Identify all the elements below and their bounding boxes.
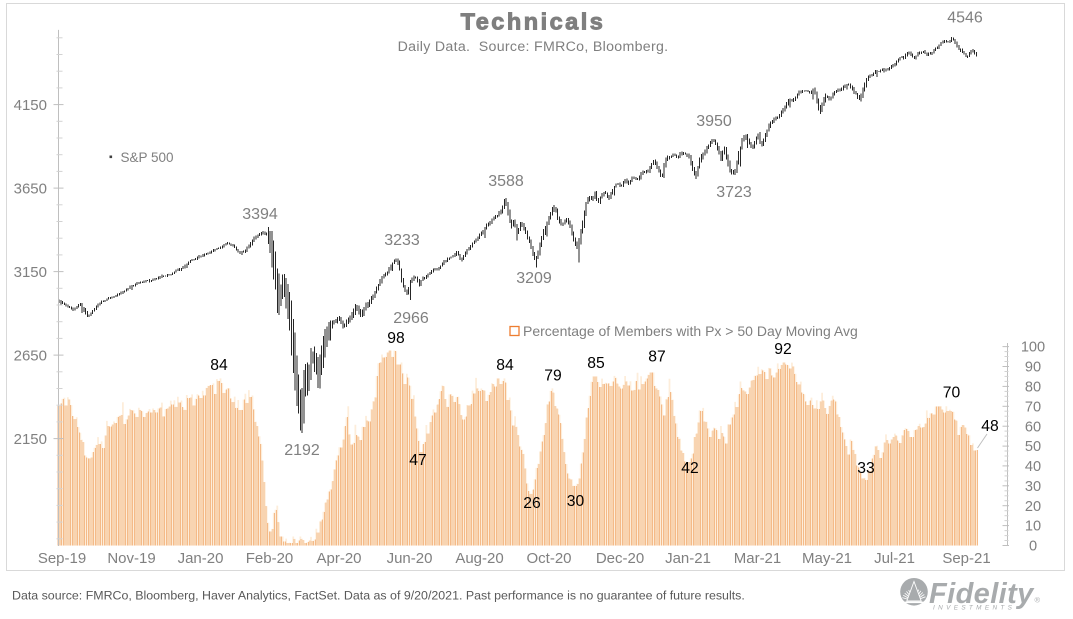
svg-text:4546: 4546 — [947, 10, 983, 27]
svg-text:40: 40 — [1025, 459, 1041, 475]
svg-text:Jan-21: Jan-21 — [665, 550, 711, 567]
svg-text:Dec-20: Dec-20 — [596, 550, 644, 567]
svg-text:85: 85 — [587, 355, 605, 372]
svg-text:INVESTMENTS: INVESTMENTS — [933, 605, 1015, 612]
svg-text:87: 87 — [648, 349, 665, 366]
svg-text:Sep-19: Sep-19 — [38, 550, 86, 567]
svg-text:84: 84 — [496, 357, 514, 374]
svg-text:100: 100 — [1021, 340, 1045, 356]
svg-text:Percentage of Members with Px: Percentage of Members with Px > 50 Day M… — [523, 323, 858, 339]
svg-text:Jul-21: Jul-21 — [874, 550, 915, 567]
svg-text:47: 47 — [409, 452, 426, 469]
svg-text:48: 48 — [981, 418, 999, 435]
svg-text:30: 30 — [567, 493, 585, 510]
svg-text:Technicals: Technicals — [461, 9, 606, 35]
svg-text:3394: 3394 — [242, 206, 278, 223]
svg-text:92: 92 — [774, 341, 791, 358]
svg-text:3650: 3650 — [14, 180, 47, 197]
svg-text:3588: 3588 — [488, 173, 524, 190]
svg-text:2192: 2192 — [284, 442, 320, 459]
svg-text:S&P 500: S&P 500 — [121, 150, 174, 165]
svg-text:Sep-21: Sep-21 — [942, 550, 990, 567]
svg-text:Aug-20: Aug-20 — [455, 550, 503, 567]
svg-text:90: 90 — [1025, 360, 1041, 376]
svg-text:30: 30 — [1025, 479, 1041, 495]
svg-text:26: 26 — [523, 495, 541, 512]
svg-text:Fidelity: Fidelity — [929, 578, 1035, 610]
svg-text:20: 20 — [1025, 499, 1041, 515]
svg-text:Jan-20: Jan-20 — [178, 550, 224, 567]
svg-text:Apr-20: Apr-20 — [316, 550, 361, 567]
svg-text:42: 42 — [681, 460, 698, 477]
svg-text:Jun-20: Jun-20 — [387, 550, 433, 567]
svg-text:79: 79 — [544, 368, 561, 385]
svg-text:60: 60 — [1025, 419, 1041, 435]
svg-text:3233: 3233 — [384, 232, 420, 249]
svg-text:50: 50 — [1025, 439, 1041, 455]
svg-text:4150: 4150 — [14, 97, 47, 114]
svg-text:98: 98 — [387, 330, 405, 347]
svg-text:Feb-20: Feb-20 — [246, 550, 294, 567]
svg-text:Nov-19: Nov-19 — [107, 550, 155, 567]
svg-text:May-21: May-21 — [802, 550, 852, 567]
svg-text:70: 70 — [1025, 399, 1041, 415]
svg-text:2650: 2650 — [14, 347, 47, 364]
svg-text:70: 70 — [943, 385, 961, 402]
svg-text:3723: 3723 — [716, 184, 752, 201]
svg-text:84: 84 — [210, 357, 228, 374]
svg-text:Mar-21: Mar-21 — [734, 550, 782, 567]
svg-text:3150: 3150 — [14, 264, 47, 281]
svg-text:3209: 3209 — [516, 270, 552, 287]
svg-text:Daily Data. Source: FMRCo, Bl: Daily Data. Source: FMRCo, Bloomberg. — [398, 39, 669, 55]
svg-text:2150: 2150 — [14, 431, 47, 448]
svg-text:10: 10 — [1025, 519, 1041, 535]
svg-text:2966: 2966 — [393, 310, 429, 327]
svg-text:0: 0 — [1029, 539, 1037, 555]
svg-text:Data source: FMRCo, Bloomberg,: Data source: FMRCo, Bloomberg, Haver Ana… — [12, 589, 745, 603]
svg-text:®: ® — [1035, 596, 1041, 605]
svg-text:33: 33 — [857, 460, 875, 477]
svg-text:3950: 3950 — [696, 113, 732, 130]
svg-text:80: 80 — [1025, 380, 1041, 396]
svg-text:Oct-20: Oct-20 — [526, 550, 571, 567]
